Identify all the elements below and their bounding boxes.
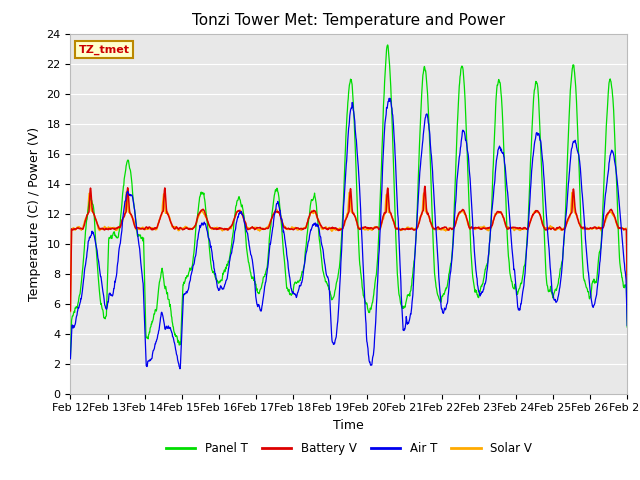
Legend: Panel T, Battery V, Air T, Solar V: Panel T, Battery V, Air T, Solar V [161, 437, 537, 460]
X-axis label: Time: Time [333, 419, 364, 432]
Title: Tonzi Tower Met: Temperature and Power: Tonzi Tower Met: Temperature and Power [192, 13, 506, 28]
Y-axis label: Temperature (C) / Power (V): Temperature (C) / Power (V) [28, 127, 41, 300]
Text: TZ_tmet: TZ_tmet [79, 44, 130, 55]
